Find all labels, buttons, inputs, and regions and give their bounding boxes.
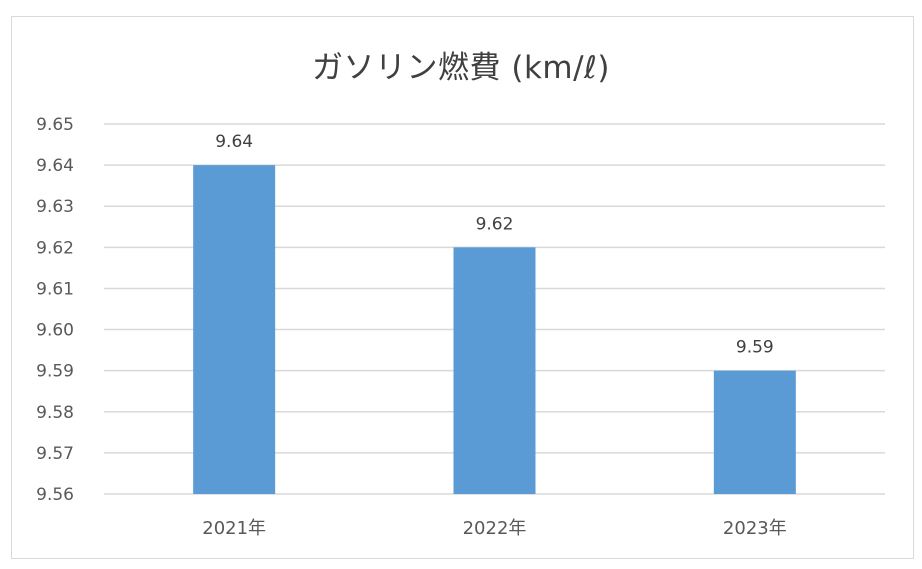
x-axis-tick-labels: 2021年 2022年 2023年 [202, 518, 786, 539]
data-label: 9.62 [476, 214, 514, 234]
y-tick-label: 9.59 [36, 362, 74, 382]
y-tick-label: 9.60 [36, 321, 74, 341]
x-tick-label: 2023年 [723, 518, 787, 539]
bar [193, 165, 276, 494]
x-tick-label: 2022年 [463, 518, 527, 539]
y-tick-label: 9.58 [36, 403, 74, 423]
y-tick-label: 9.56 [36, 485, 74, 505]
y-tick-label: 9.61 [36, 279, 74, 299]
bars [193, 165, 796, 494]
data-label: 9.59 [736, 338, 774, 358]
y-tick-label: 9.62 [36, 238, 74, 258]
y-tick-label: 9.64 [36, 156, 74, 176]
data-label: 9.64 [215, 132, 253, 152]
chart-title: ガソリン燃費 (km/ℓ) [312, 50, 610, 86]
x-tick-label: 2021年 [202, 518, 266, 539]
data-labels: 9.64 9.62 9.59 [215, 132, 774, 358]
bar [453, 247, 536, 494]
y-axis-tick-labels: 9.56 9.57 9.58 9.59 9.60 9.61 9.62 9.63 9.64 9.65 [36, 115, 74, 505]
y-tick-label: 9.57 [36, 444, 74, 464]
y-tick-label: 9.63 [36, 197, 74, 217]
y-tick-label: 9.65 [36, 115, 74, 135]
bar [713, 370, 796, 494]
